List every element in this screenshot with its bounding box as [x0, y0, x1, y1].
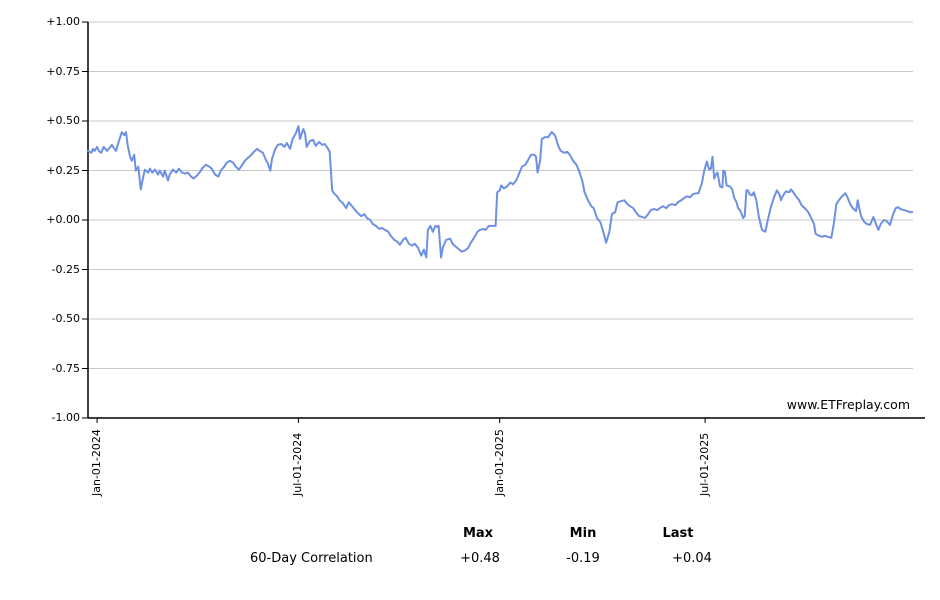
summary-last-value: +0.04: [672, 551, 712, 566]
y-tick-label: +0.00: [46, 213, 80, 226]
summary-min-value: -0.19: [566, 551, 600, 566]
summary-row-label: 60-Day Correlation: [250, 551, 373, 566]
correlation-line-chart: [82, 21, 925, 423]
y-tick-label: +0.25: [46, 163, 80, 177]
y-tick-label: -0.75: [51, 361, 80, 375]
x-tick-label: Jul-01-2025: [698, 432, 711, 496]
y-tick-label: +0.75: [46, 64, 80, 78]
summary-header-min: Min: [569, 526, 597, 541]
y-tick-label: +1.00: [46, 15, 80, 28]
x-tick-label: Jan-01-2025: [493, 429, 506, 496]
y-tick-label: -0.25: [51, 262, 80, 276]
y-tick-label: +0.50: [46, 114, 80, 127]
y-tick-label: -0.50: [51, 312, 80, 325]
summary-max-value: +0.48: [460, 551, 500, 566]
summary-header-last: Last: [662, 526, 694, 541]
summary-header-max: Max: [462, 526, 494, 541]
y-tick-label: -1.00: [51, 411, 80, 424]
etfreplay-watermark: www.ETFreplay.com: [786, 397, 910, 412]
x-tick-label: Jul-01-2024: [291, 432, 304, 496]
x-tick-label: Jan-01-2024: [90, 429, 103, 496]
